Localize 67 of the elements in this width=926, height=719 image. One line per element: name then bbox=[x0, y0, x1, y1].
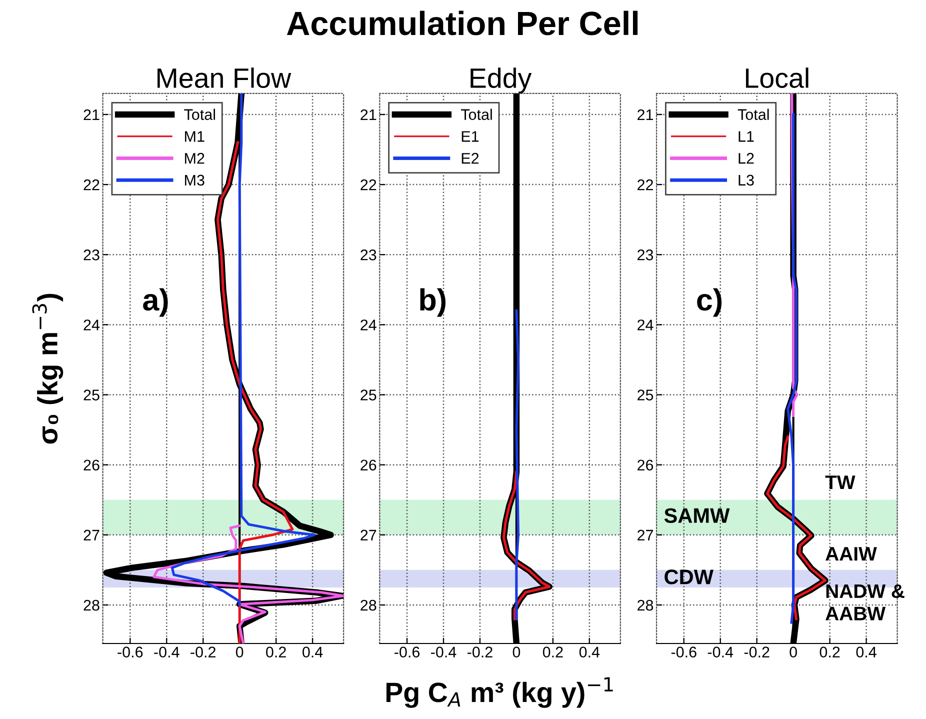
x-tick-label: 0 bbox=[512, 646, 520, 658]
x-tick-label: -0.4 bbox=[431, 646, 456, 658]
legend-label: Total bbox=[738, 108, 769, 120]
x-tick-label: -0.6 bbox=[394, 646, 420, 658]
y-tick-label: 25 bbox=[84, 390, 100, 400]
y-tick-label: 27 bbox=[360, 530, 376, 540]
legend-label: E1 bbox=[462, 131, 479, 142]
y-tick-label: 22 bbox=[360, 179, 376, 190]
chart-subtitle: Mean Flow bbox=[158, 68, 292, 88]
y-tick-label: 21 bbox=[84, 109, 100, 120]
chart-subtitle: Eddy bbox=[470, 68, 532, 94]
legend-label: L3 bbox=[738, 174, 754, 186]
legend-label: E2 bbox=[462, 152, 479, 164]
y-tick-label: 28 bbox=[84, 600, 100, 611]
x-tick-label: -0.4 bbox=[154, 646, 180, 658]
x-tick-label: -0.2 bbox=[190, 646, 216, 658]
y-tick-label: 23 bbox=[84, 249, 100, 260]
legend-label: M1 bbox=[185, 131, 204, 142]
legend-label: M2 bbox=[185, 152, 204, 164]
y-tick-label: 23 bbox=[360, 249, 376, 260]
y-tick-label: 26 bbox=[638, 460, 654, 471]
x-tick-label: -0.6 bbox=[671, 646, 696, 658]
legend-label: Total bbox=[184, 108, 215, 120]
y-tick-label: 26 bbox=[84, 460, 100, 471]
legend-label: Total bbox=[460, 108, 492, 120]
x-tick-label: 0.2 bbox=[820, 646, 840, 658]
legend-label: L2 bbox=[738, 152, 754, 164]
y-axis-title: σ₀ (kg m$^{−3}$) bbox=[32, 294, 64, 444]
x-tick-label: 0.2 bbox=[542, 646, 563, 658]
y-tick-label: 22 bbox=[638, 179, 653, 190]
x-tick-label: 0.4 bbox=[302, 646, 323, 658]
annotation: a) bbox=[143, 288, 168, 317]
y-tick-label: 23 bbox=[638, 249, 654, 260]
x-tick-label: 0 bbox=[236, 646, 244, 658]
x-tick-label: 0.4 bbox=[579, 646, 600, 658]
y-tick-label: 25 bbox=[638, 390, 654, 400]
annotation: NADW & AABW bbox=[826, 584, 904, 620]
legend-label: M3 bbox=[185, 174, 204, 186]
x-tick-label: -0.4 bbox=[708, 646, 734, 658]
y-tick-label: 27 bbox=[84, 530, 100, 540]
x-tick-label: 0.4 bbox=[856, 646, 876, 658]
band-label: CDW bbox=[664, 570, 714, 584]
chart-subtitle: Local bbox=[746, 68, 808, 88]
annotation: TW bbox=[825, 476, 856, 490]
legend-label: L1 bbox=[738, 131, 754, 142]
annotation: AAIW bbox=[826, 547, 877, 561]
annotation: c) bbox=[697, 288, 722, 317]
y-tick-label: 24 bbox=[638, 320, 654, 330]
x-tick-label: 0 bbox=[790, 646, 797, 658]
y-tick-label: 22 bbox=[84, 179, 100, 190]
band-label: SAMW bbox=[664, 508, 730, 523]
y-tick-label: 24 bbox=[84, 320, 100, 330]
chart-title: Accumulation Per Cell bbox=[286, 10, 638, 36]
y-tick-label: 25 bbox=[360, 390, 376, 400]
x-tick-label: -0.2 bbox=[744, 646, 770, 658]
y-tick-label: 21 bbox=[360, 109, 376, 120]
y-tick-label: 26 bbox=[360, 460, 376, 471]
y-tick-label: 21 bbox=[638, 109, 654, 120]
y-tick-label: 27 bbox=[638, 530, 653, 540]
x-tick-label: 0.2 bbox=[266, 646, 286, 658]
y-tick-label: 28 bbox=[638, 600, 654, 611]
x-tick-label: -0.2 bbox=[467, 646, 492, 658]
x-axis-title: Pg C$_{A}$ m³ (kg y)$^{−1}$ bbox=[386, 677, 613, 708]
x-tick-label: -0.6 bbox=[118, 646, 143, 658]
y-tick-label: 28 bbox=[360, 600, 376, 611]
y-tick-label: 24 bbox=[360, 320, 376, 330]
annotation: b) bbox=[420, 288, 446, 317]
